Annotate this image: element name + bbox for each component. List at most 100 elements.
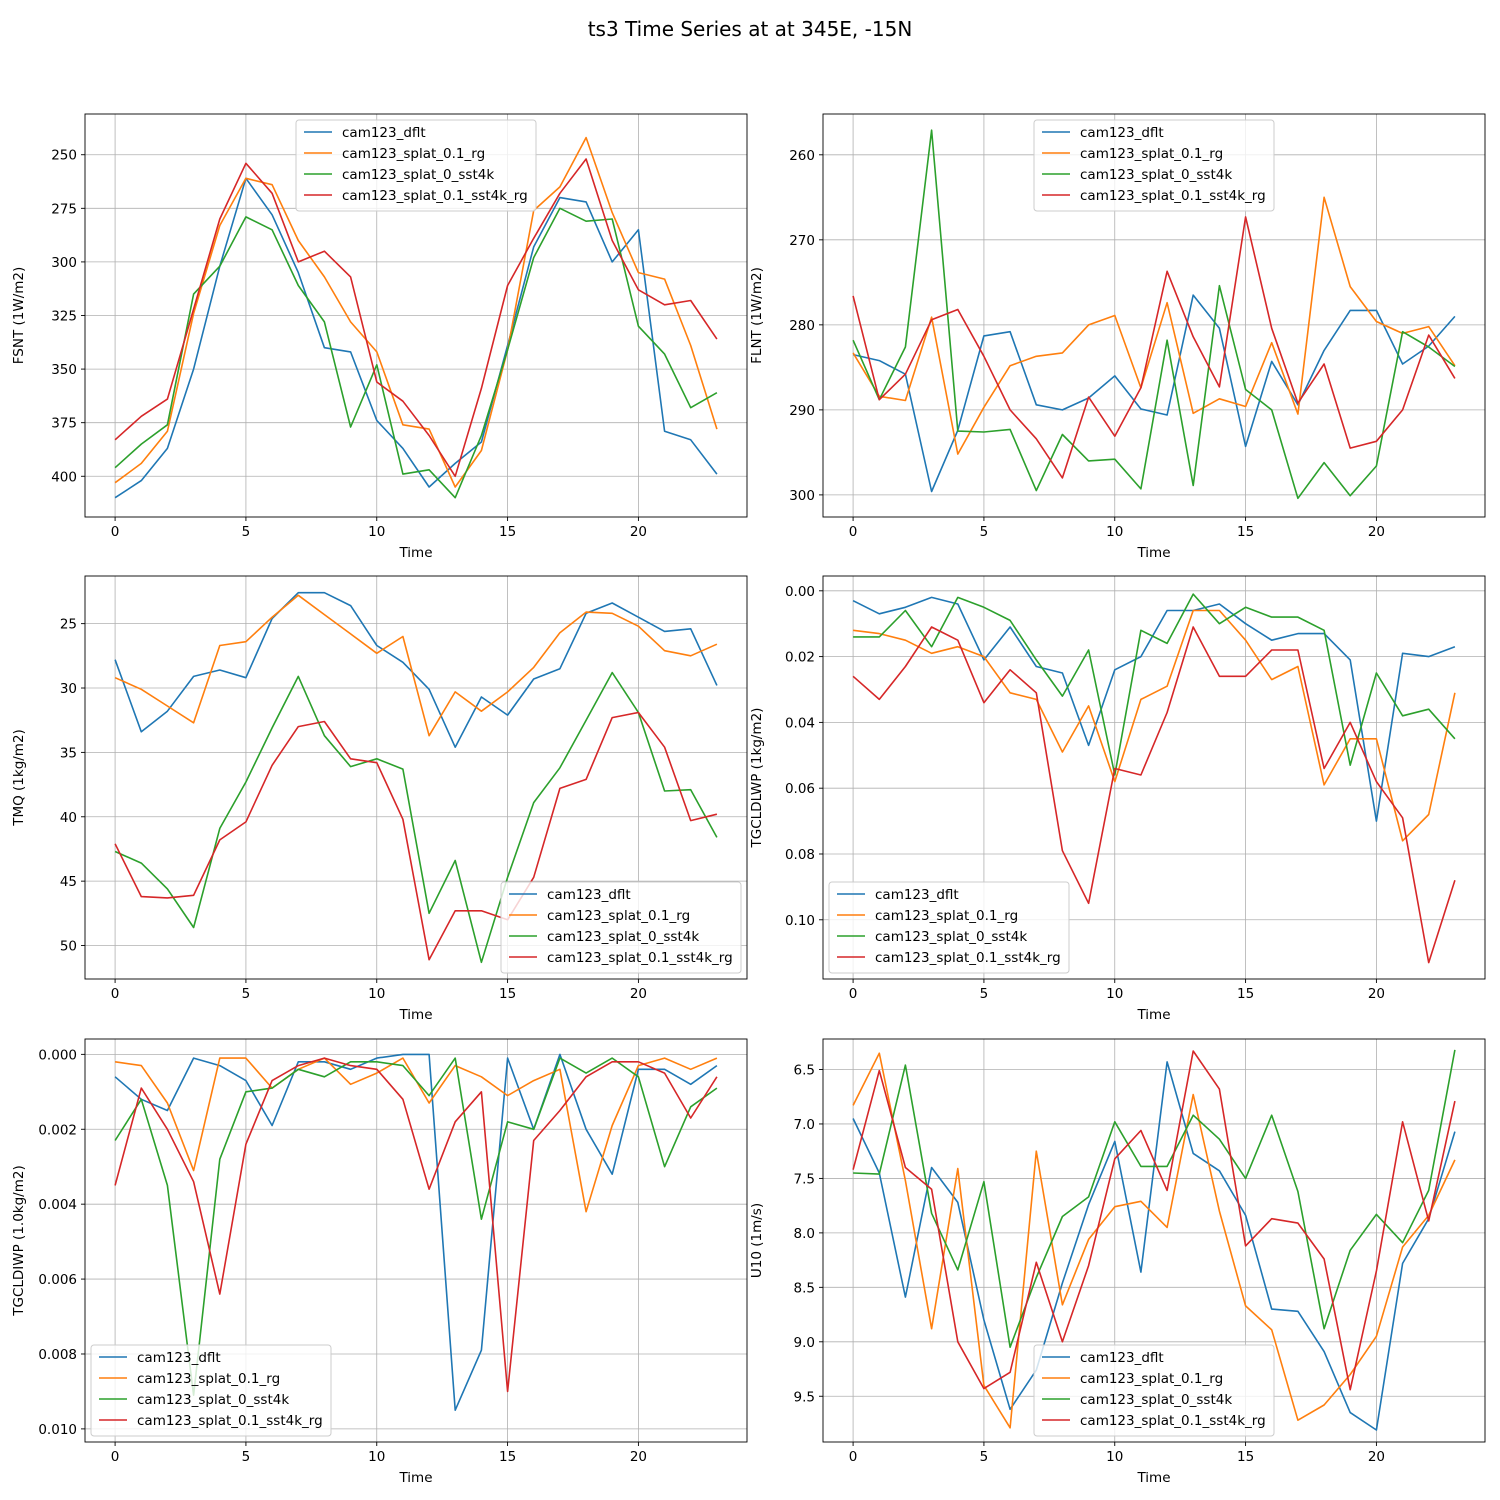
gridlines [823, 576, 1485, 979]
y-tick-label: 6.5 [794, 1062, 815, 1078]
legend-box [1033, 119, 1275, 212]
x-tick-label: 20 [630, 1449, 647, 1465]
x-tick-label: 5 [242, 1449, 251, 1465]
legend-entry: cam123_splat_0.1_rg [547, 908, 690, 924]
series-line-cam123_dflt [114, 591, 718, 749]
x-tick-label: 20 [630, 986, 647, 1002]
x-axis-label: Time [398, 1007, 432, 1023]
subplot-4: 0 5 10 15 20 0.00 0.02 0.04 0.06 0.08 0.10 Time TGCL… [749, 575, 1486, 1023]
y-axis-label: TGCLDLWP (1kg/m2) [749, 708, 765, 849]
x-tick-label: 5 [242, 524, 251, 540]
plot-frame [822, 1038, 1486, 1443]
y-tick-label: 45 [60, 874, 77, 890]
x-tick-label: 0 [111, 524, 120, 540]
figure-title: ts3 Time Series at at 345E, -15N [588, 17, 913, 41]
x-axis-label: Time [398, 545, 432, 561]
y-tick-label: 7.0 [794, 1117, 815, 1133]
legend-entry: cam123_dflt [875, 887, 959, 903]
legend-entry: cam123_splat_0.1_rg [1080, 1371, 1223, 1387]
series-line-cam123_dflt [114, 177, 718, 499]
y-tick-label: 0.010 [38, 1422, 77, 1438]
legend: cam123_dflt cam123_splat_0.1_rg cam123_spl… [500, 881, 742, 974]
series-line-cam123_splat_0_sst4k [853, 1049, 1456, 1348]
y-tick-label: 400 [51, 469, 77, 485]
legend-entry: cam123_splat_0.1_rg [1080, 146, 1223, 162]
y-tick-label: 50 [60, 939, 77, 955]
x-tick-label: 15 [499, 1449, 516, 1465]
y-tick-label: 0.00 [785, 584, 815, 600]
x-tick-label: 20 [1368, 524, 1385, 540]
legend-entry: cam123_splat_0.1_sst4k_rg [875, 950, 1061, 966]
y-tick-label: 0.006 [38, 1272, 77, 1288]
series-lines [852, 1049, 1456, 1431]
y-tick-label: 30 [60, 681, 77, 697]
x-tick-label: 15 [499, 524, 516, 540]
x-tick-label: 0 [111, 986, 120, 1002]
y-axis-label: TMQ (1kg/m2) [11, 729, 27, 827]
legend-entry: cam123_splat_0_sst4k [1080, 1392, 1232, 1408]
subplot-3: 0 5 10 15 20 25 30 35 40 45 50 Time TMQ (1kg/m2) cam1… [11, 575, 748, 1023]
y-axis-label: FLNT (1W/m2) [749, 267, 765, 364]
x-tick-label: 0 [111, 1449, 120, 1465]
y-tick-label: 280 [789, 318, 815, 334]
series-lines [852, 593, 1456, 964]
plot-frame [84, 1038, 748, 1443]
x-tick-label: 5 [242, 986, 251, 1002]
x-tick-label: 10 [368, 986, 385, 1002]
y-tick-label: 275 [51, 201, 77, 217]
series-lines [114, 1053, 718, 1411]
legend: cam123_dflt cam123_splat_0.1_rg cam123_spl… [1033, 1344, 1275, 1437]
legend-entry: cam123_splat_0.1_rg [342, 146, 485, 162]
x-tick-label: 15 [1237, 986, 1254, 1002]
legend-box [500, 881, 742, 974]
x-axis-label: Time [398, 1470, 432, 1486]
y-tick-label: 0.008 [38, 1347, 77, 1363]
y-tick-label: 7.5 [794, 1171, 815, 1187]
legend-entry: cam123_splat_0_sst4k [342, 167, 494, 183]
y-tick-label: 0.004 [38, 1197, 77, 1213]
y-tick-label: 300 [51, 255, 77, 271]
subplot-1: 0 5 10 15 20 250 275 300 325 350 375 400 Time FSNT (1… [11, 113, 748, 561]
y-tick-label: 250 [51, 148, 77, 164]
x-axis-label: Time [1136, 545, 1170, 561]
legend: cam123_dflt cam123_splat_0.1_rg cam123_spl… [1033, 119, 1275, 212]
series-line-cam123_splat_0.1_sst4k_rg [114, 158, 718, 478]
series-line-cam123_splat_0.1_rg [114, 594, 718, 737]
series-line-cam123_splat_0.1_rg [853, 609, 1456, 842]
series-line-cam123_splat_0.1_sst4k_rg [114, 711, 718, 961]
x-tick-label: 20 [1368, 1449, 1385, 1465]
x-tick-label: 10 [1106, 986, 1123, 1002]
legend-entry: cam123_splat_0_sst4k [137, 1392, 289, 1408]
legend-entry: cam123_splat_0.1_rg [875, 908, 1018, 924]
legend-entry: cam123_splat_0_sst4k [875, 929, 1027, 945]
y-tick-label: 0.10 [785, 913, 815, 929]
legend-entry: cam123_dflt [1080, 125, 1164, 141]
subplot-5: 0 5 10 15 20 0.000 0.002 0.004 0.006 0.008 0.010 Ti… [11, 1038, 748, 1486]
legend-entry: cam123_splat_0_sst4k [1080, 167, 1232, 183]
x-tick-label: 20 [630, 524, 647, 540]
y-tick-label: 350 [51, 362, 77, 378]
plot-frame [822, 575, 1486, 980]
series-line-cam123_splat_0_sst4k [114, 207, 718, 499]
x-axis-label: Time [1136, 1007, 1170, 1023]
series-line-cam123_splat_0.1_sst4k_rg [852, 626, 1456, 964]
y-tick-label: 0.02 [785, 650, 815, 666]
y-tick-label: 9.5 [794, 1389, 815, 1405]
series-line-cam123_splat_0_sst4k [853, 593, 1456, 776]
y-tick-label: 25 [60, 617, 77, 633]
y-tick-label: 300 [789, 488, 815, 504]
series-line-cam123_splat_0.1_rg [114, 136, 718, 488]
legend-box [90, 1344, 332, 1437]
plot-frame [84, 575, 748, 980]
x-tick-label: 5 [980, 986, 989, 1002]
legend-entry: cam123_splat_0.1_rg [137, 1371, 280, 1387]
y-tick-label: 290 [789, 403, 815, 419]
series-line-cam123_splat_0.1_sst4k_rg [852, 216, 1456, 479]
series-line-cam123_dflt [114, 1053, 718, 1411]
legend: cam123_dflt cam123_splat_0.1_rg cam123_spl… [828, 881, 1070, 974]
x-tick-label: 15 [499, 986, 516, 1002]
legend-entry: cam123_splat_0.1_sst4k_rg [1080, 1413, 1266, 1429]
y-tick-label: 9.0 [794, 1335, 815, 1351]
legend-box [1033, 1344, 1275, 1437]
legend: cam123_dflt cam123_splat_0.1_rg cam123_spl… [295, 119, 537, 212]
